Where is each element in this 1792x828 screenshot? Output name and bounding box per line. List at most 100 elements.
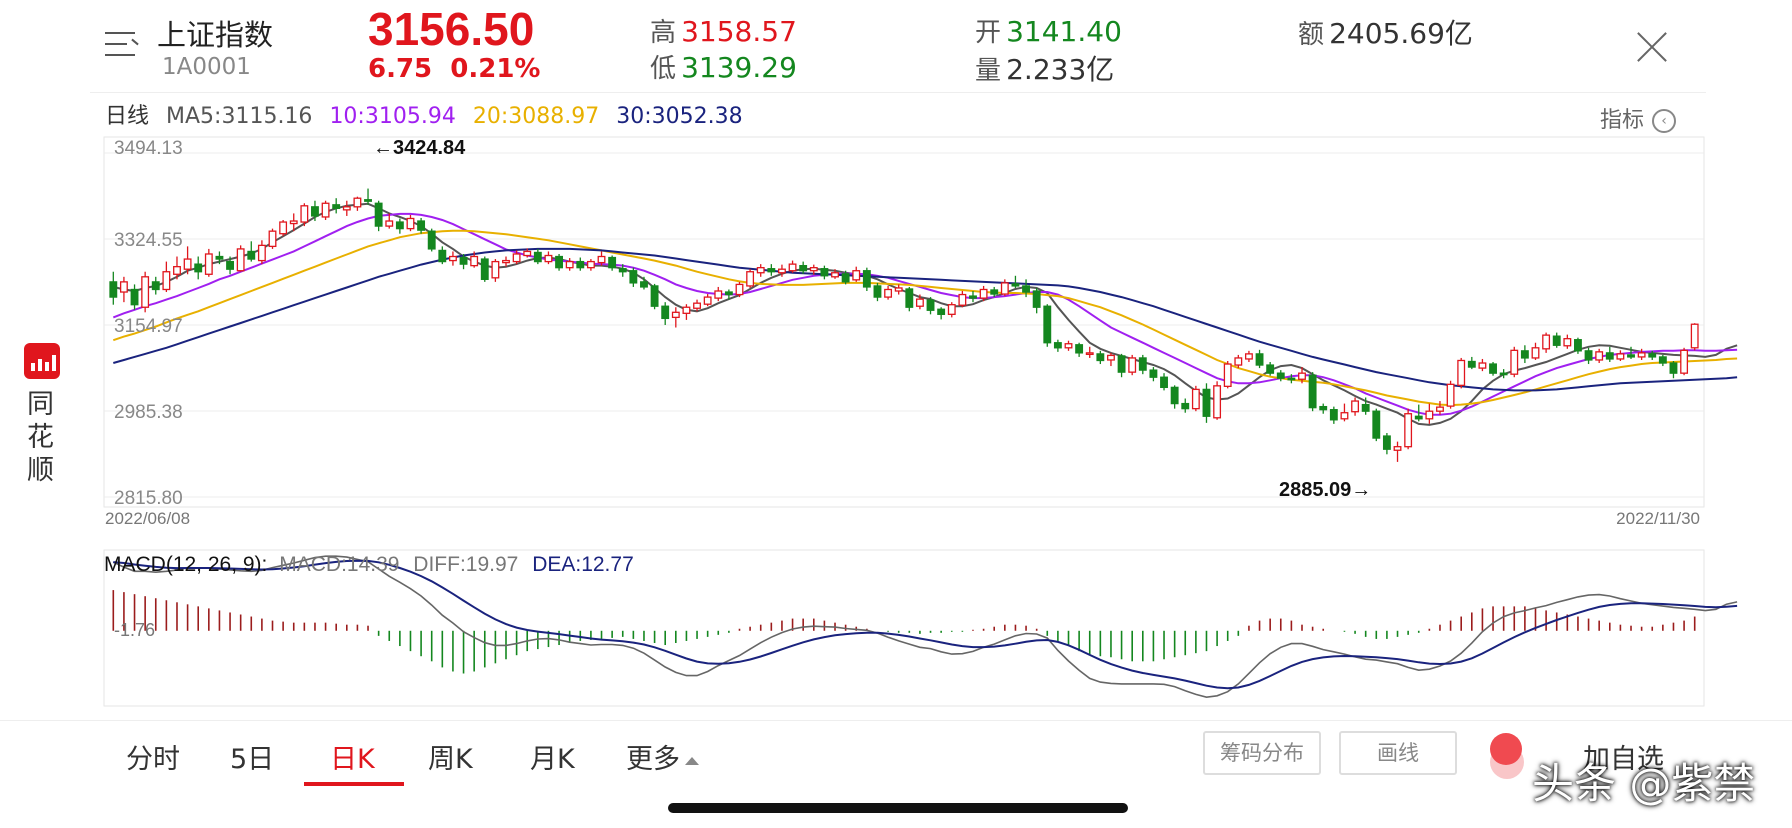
y-tick-label: 3494.13 (114, 138, 183, 159)
candle-up (1510, 349, 1519, 375)
active-tab-indicator (304, 782, 404, 786)
favorite-dot-icon[interactable] (1490, 733, 1522, 765)
tab-daily-k[interactable]: 日K (330, 744, 375, 775)
low-label: 低 (650, 54, 677, 84)
candle-up (1404, 413, 1413, 448)
tab-intraday[interactable]: 分时 (126, 744, 180, 775)
menu-icon[interactable] (105, 32, 139, 58)
diff-value: DIFF:19.97 (413, 553, 518, 576)
add-favorite-button[interactable]: 加自选 (1583, 744, 1664, 775)
candle-down (905, 288, 914, 308)
candle-down (1319, 405, 1328, 411)
high-stat: 高 3158.57 (650, 12, 797, 49)
candle-up (958, 293, 967, 306)
candle-down (767, 268, 776, 273)
candle-up (735, 283, 744, 296)
candle-up (714, 290, 723, 299)
draw-line-button[interactable]: 画线 (1339, 731, 1457, 775)
candle-down (1255, 353, 1264, 366)
candle-up (703, 296, 712, 305)
y-tick-label: 2985.38 (114, 402, 183, 423)
candle-down (1489, 363, 1497, 374)
ma-line-ma5 (113, 202, 1738, 426)
macd-frame (103, 549, 1705, 707)
candle-down (1414, 415, 1423, 420)
ma10-value: 10:3105.94 (329, 104, 456, 129)
candle-down (1053, 342, 1062, 349)
y-tick-label: 3324.55 (114, 230, 183, 251)
candle-down (1552, 335, 1561, 346)
candle-up (979, 288, 988, 299)
candle-up (778, 268, 786, 274)
candle-down (1361, 403, 1370, 412)
macd-zero-label: -1.76 (114, 620, 155, 640)
candle-up (1457, 359, 1466, 386)
change-percent: 0.21% (450, 54, 541, 84)
candle-down (395, 221, 404, 230)
candle-up (788, 263, 797, 272)
candle-up (1425, 410, 1434, 420)
open-stat: 开 3141.40 (975, 12, 1122, 49)
candle-up (884, 288, 893, 298)
candle-up (470, 255, 479, 267)
low-stat: 低 3139.29 (650, 48, 797, 85)
candle-down (661, 305, 670, 320)
tab-monthly-k[interactable]: 月K (530, 744, 575, 775)
low-value: 3139.29 (681, 51, 797, 84)
bottom-divider (0, 720, 1792, 721)
candle-down (873, 285, 882, 298)
watermark: 头条 @紫禁 (1532, 759, 1756, 808)
candle-up (1107, 354, 1115, 361)
candle-down (1520, 350, 1529, 359)
chevron-left-icon: ‹ (1652, 109, 1677, 133)
candle-up (1478, 362, 1487, 369)
candle-down (1329, 409, 1338, 421)
kline-chart[interactable]: 3494.13 3324.55 3154.97 2985.38 2815.80 2022… (0, 0, 1792, 720)
home-indicator[interactable] (668, 803, 1128, 813)
chart-frame (103, 136, 1705, 508)
candle-down (533, 251, 542, 263)
candle-down (724, 291, 733, 296)
candle-up (1085, 352, 1094, 356)
tab-5day[interactable]: 5日 (230, 744, 275, 775)
candle-down (1266, 364, 1275, 374)
price-change: 6.75 0.21% (368, 54, 540, 84)
candle-down (1627, 354, 1635, 358)
candle-up (523, 250, 532, 257)
candle-down (862, 270, 871, 288)
candle-up (947, 304, 956, 315)
candle-down (215, 255, 224, 260)
amount-stat: 额 2405.69亿 (1298, 12, 1473, 52)
candle-down (459, 256, 468, 265)
candle-up (1563, 338, 1572, 347)
candle-up (342, 206, 351, 211)
tab-more[interactable]: 更多 (626, 737, 699, 776)
candle-down (130, 288, 139, 306)
macd-legend: MACD(12, 26, 9): MACD:14.39 DIFF:19.97 D… (104, 553, 634, 576)
indicator-button[interactable]: 指标 ‹ (1600, 102, 1677, 134)
candle-up (1213, 385, 1222, 419)
macd-title: MACD(12, 26, 9): (104, 553, 267, 576)
tab-weekly-k[interactable]: 周K (428, 744, 473, 775)
candle-up (173, 266, 181, 275)
candle-up (204, 253, 213, 275)
y-tick-label: 3154.97 (114, 316, 183, 337)
candle-down (1011, 283, 1020, 287)
open-label: 开 (975, 18, 1002, 48)
high-label: 高 (650, 18, 677, 48)
candle-up (1298, 372, 1306, 380)
candle-down (1160, 376, 1168, 389)
ma30-value: 30:3052.38 (616, 104, 743, 129)
candle-up (119, 281, 128, 293)
tonghuashun-logo-icon (24, 343, 60, 379)
candle-up (257, 244, 266, 262)
volume-value: 2.233亿 (1006, 53, 1115, 86)
period-label: 日线 (105, 104, 150, 129)
candle-down (417, 220, 426, 231)
chip-distribution-button[interactable]: 筹码分布 (1203, 731, 1321, 775)
ma-line-ma10 (112, 212, 1738, 416)
candle-down (1276, 372, 1285, 379)
y-tick-label: 2815.80 (114, 488, 183, 509)
dea-line (113, 559, 1738, 690)
candle-down (1648, 353, 1657, 358)
